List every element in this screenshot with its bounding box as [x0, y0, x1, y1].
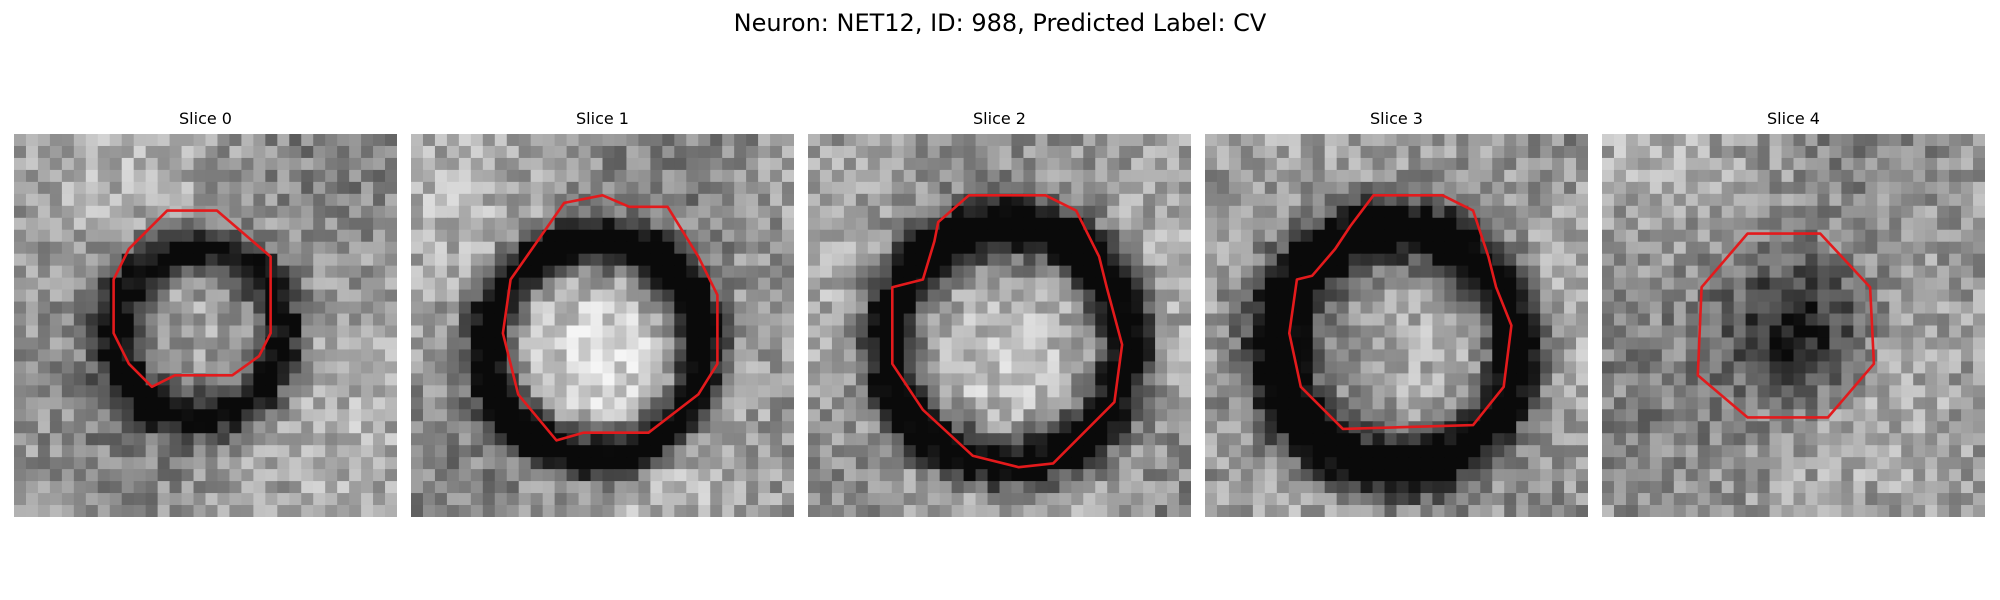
slice-image [1205, 134, 1588, 517]
figure-title: Neuron: NET12, ID: 988, Predicted Label:… [733, 9, 1267, 37]
contour-outline [1288, 193, 1513, 431]
slice-title: Slice 0 [179, 109, 232, 128]
slice-image [1602, 134, 1985, 517]
slice-title: Slice 3 [1370, 109, 1423, 128]
contour-outline [112, 209, 272, 389]
slice-image [14, 134, 397, 517]
slice-image [808, 134, 1191, 517]
contour-outline [501, 193, 719, 442]
slice-title: Slice 1 [576, 109, 629, 128]
contour-outline [891, 193, 1124, 469]
contour-outline [1696, 232, 1876, 419]
slice-title: Slice 2 [973, 109, 1026, 128]
slice-title: Slice 4 [1767, 109, 1820, 128]
slice-image [411, 134, 794, 517]
